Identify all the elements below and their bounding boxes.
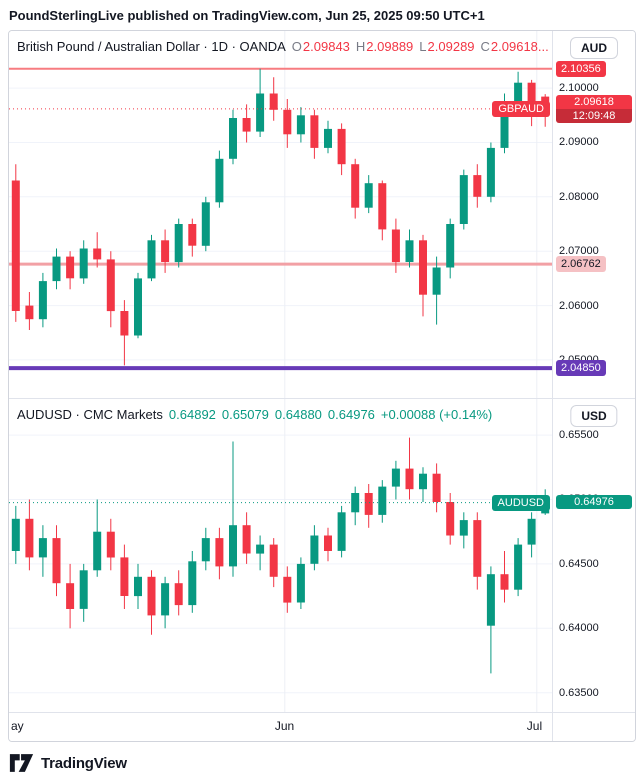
attribution-text[interactable]: PoundSterlingLive published on TradingVi… bbox=[9, 8, 485, 23]
time-axis-labels[interactable]: ay Jun Jul bbox=[9, 713, 552, 741]
open-key: O bbox=[291, 39, 302, 54]
time-axis[interactable]: ay Jun Jul bbox=[9, 712, 635, 741]
price-tick: 2.09000 bbox=[559, 136, 599, 149]
gbpaud-low: L 2.09289 bbox=[419, 38, 474, 55]
audusd-open-value: 0.64892 bbox=[168, 407, 216, 422]
low-value: 2.09289 bbox=[427, 39, 475, 54]
tradingview-logo-link[interactable]: TradingView bbox=[9, 753, 127, 773]
low-key: L bbox=[419, 39, 427, 54]
high-key: H bbox=[355, 39, 366, 54]
gbpaud-plot[interactable]: British Pound / Australian Dollar · 1D ·… bbox=[9, 31, 552, 398]
price-tick: 2.08000 bbox=[559, 190, 599, 203]
price-tick: 0.65500 bbox=[559, 429, 599, 442]
audusd-legend: AUDUSD · CMC Markets 0.64892 0.65079 0.6… bbox=[17, 406, 548, 423]
high-value: 2.09889 bbox=[366, 39, 414, 54]
audusd-high-value: 0.65079 bbox=[221, 407, 269, 422]
gbpaud-countdown: 12:09:48 bbox=[556, 108, 632, 123]
audusd-price-scale[interactable]: USD 0.655000.650000.645000.640000.635000… bbox=[552, 399, 635, 712]
price-tick: 2.10000 bbox=[559, 82, 599, 95]
gbpaud-candlestick-canvas bbox=[9, 31, 552, 398]
price-tick: 2.06000 bbox=[559, 299, 599, 312]
audusd-candlestick-canvas bbox=[9, 399, 552, 712]
currency-toggle-aud[interactable]: AUD bbox=[570, 37, 618, 59]
close-key: C bbox=[480, 39, 490, 54]
gbpaud-symbol-badge: GBPAUD bbox=[492, 100, 550, 117]
footer: TradingView bbox=[0, 742, 644, 773]
audusd-change-value: +0.00088 (+0.14%) bbox=[380, 407, 493, 422]
price-tick: 0.63500 bbox=[559, 686, 599, 699]
audusd-low-value: 0.64880 bbox=[274, 407, 322, 422]
time-axis-label[interactable]: Jun bbox=[274, 719, 295, 733]
time-axis-label[interactable]: ay bbox=[11, 719, 24, 733]
audusd-price-badge: 0.64976 bbox=[556, 494, 632, 509]
gbpaud-price-badge: 2.09618 12:09:48 bbox=[556, 94, 632, 123]
gbpaud-price-scale[interactable]: AUD 2.10000 2.09000 2.08000 2.07000 2.06000 2… bbox=[552, 31, 635, 398]
gbpaud-open: O 2.09843 bbox=[292, 38, 350, 55]
time-axis-label[interactable]: Jul bbox=[526, 719, 543, 733]
gbpaud-legend: British Pound / Australian Dollar · 1D ·… bbox=[17, 38, 549, 55]
price-tick: 2.07000 bbox=[559, 245, 599, 258]
currency-toggle-usd[interactable]: USD bbox=[570, 405, 618, 427]
price-tick: 0.64500 bbox=[559, 557, 599, 570]
price-tick: 0.64000 bbox=[559, 622, 599, 635]
tradingview-wordmark: TradingView bbox=[41, 754, 127, 772]
price-level-label: 2.10356 bbox=[556, 60, 606, 77]
gbpaud-symbol-title: British Pound / Australian Dollar · 1D ·… bbox=[17, 39, 286, 54]
audusd-close-value: 0.64976 bbox=[327, 407, 375, 422]
tradingview-logo-icon bbox=[9, 754, 34, 772]
audusd-plot[interactable]: AUDUSD · CMC Markets 0.64892 0.65079 0.6… bbox=[9, 399, 552, 712]
gbpaud-close: C 2.09618... bbox=[481, 38, 549, 55]
price-level-label: 2.04850 bbox=[556, 360, 606, 377]
gbpaud-high: H 2.09889 bbox=[356, 38, 413, 55]
price-level-label: 2.06762 bbox=[556, 256, 606, 273]
audusd-symbol-badge: AUDUSD bbox=[491, 494, 550, 511]
panel-audusd[interactable]: AUDUSD · CMC Markets 0.64892 0.65079 0.6… bbox=[9, 398, 635, 712]
audusd-symbol-title: AUDUSD · CMC Markets bbox=[17, 407, 163, 422]
close-value: 2.09618... bbox=[490, 39, 549, 54]
chart-frame: British Pound / Australian Dollar · 1D ·… bbox=[8, 30, 636, 742]
panel-gbpaud[interactable]: British Pound / Australian Dollar · 1D ·… bbox=[9, 31, 635, 398]
time-axis-scale-corner bbox=[552, 713, 635, 741]
open-value: 2.09843 bbox=[302, 39, 350, 54]
